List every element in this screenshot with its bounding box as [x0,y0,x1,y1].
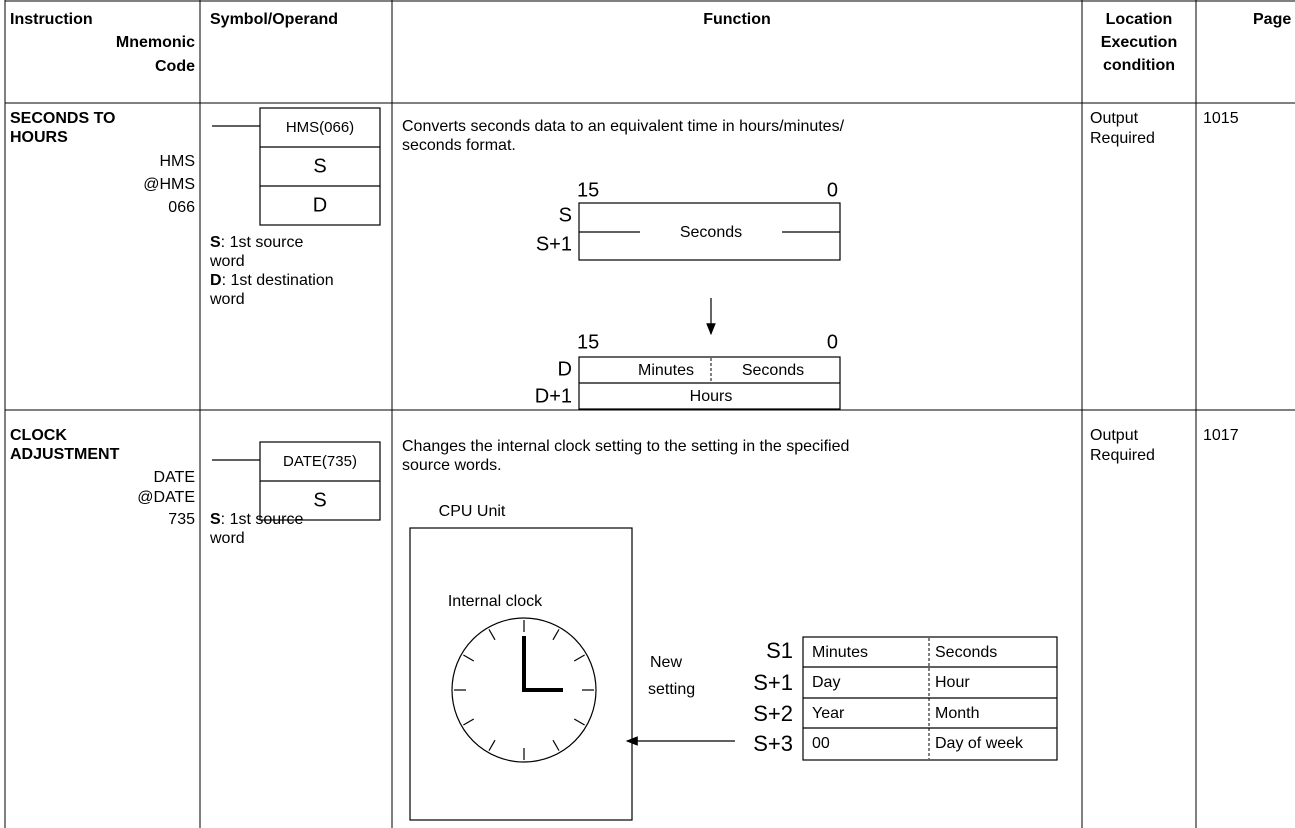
operand: D [313,194,327,216]
mnemonic: @HMS [143,176,195,193]
operand-note: S: 1st source [210,511,303,528]
clock-tick [463,654,475,662]
operand-note: D: 1st destination [210,272,334,289]
instruction-name: CLOCK [10,427,67,444]
symbol-box-label: DATE(735) [283,453,357,470]
instruction-name: HOURS [10,129,68,146]
location: Output [1090,110,1139,127]
function-text: source words. [402,457,502,474]
mnemonic: DATE [154,469,195,486]
table-grid [4,0,1295,828]
header-text: Mnemonic [116,34,195,51]
page-number: 1015 [1203,110,1239,127]
arrow-label: New [650,654,682,671]
header-text: Execution [1101,34,1177,51]
location: Output [1090,427,1139,444]
function-text: Converts seconds data to an equivalent t… [402,118,845,135]
clock-tick [552,629,560,641]
header-text: Symbol/Operand [210,11,338,28]
header-text: Page [1253,11,1291,28]
instruction-name: SECONDS TO [10,110,116,127]
bit-label: 0 [827,179,838,201]
header-text: Function [703,11,771,28]
operand-desc: : 1st source [221,511,304,528]
clock-tick [573,718,585,726]
function-text: Changes the internal clock setting to th… [402,438,849,455]
operand: S [313,155,326,177]
operand-desc: word [209,253,245,270]
clock-tick [573,654,585,662]
bit-label: 15 [577,179,599,201]
header-text: Code [155,58,195,75]
mnemonic: 066 [168,199,195,216]
function-text: seconds format. [402,137,516,154]
operand-term: S [210,511,221,528]
clock-tick [463,718,475,726]
word-label: S+1 [753,670,793,695]
word-label: D [558,358,572,380]
arrow-label: setting [648,681,695,698]
ladder-symbol [212,441,381,521]
operand-term: S [210,234,221,251]
cell-text: Year [812,705,845,722]
header-text: Location [1106,11,1173,28]
header-text: Instruction [10,11,93,28]
location: Required [1090,130,1155,147]
operand-term: D [210,272,222,289]
clock-tick [488,739,496,751]
cell-text: Minutes [812,644,868,661]
cell-text: Month [935,705,979,722]
field-label: Minutes [638,362,694,379]
mnemonic: 735 [168,511,195,528]
cell-text: Seconds [935,644,997,661]
symbol-box-label: HMS(066) [286,119,354,136]
clock-label: Internal clock [448,593,543,610]
header-text: condition [1103,57,1175,74]
instruction-name: ADJUSTMENT [10,446,120,463]
ladder-symbol [212,107,381,226]
cell-text: Day of week [935,735,1024,752]
clock-tick [552,739,560,751]
clock-tick [488,629,496,641]
field-label: Seconds [680,224,742,241]
mnemonic: HMS [159,153,195,170]
cell-text: 00 [812,735,830,752]
location: Required [1090,447,1155,464]
field-label: Hours [690,388,733,405]
operand-note: S: 1st source [210,234,303,251]
word-label: S+3 [753,731,793,756]
operand-desc: word [209,530,245,547]
unit-label: CPU Unit [439,503,506,520]
word-label: S [559,204,572,226]
cell-text: Hour [935,674,970,691]
word-label: D+1 [535,385,572,407]
seconds-diagram [578,202,841,410]
page-number: 1017 [1203,427,1239,444]
bit-label: 15 [577,331,599,353]
clock-diagram [409,527,1058,821]
bit-label: 0 [827,331,838,353]
operand-desc: : 1st destination [222,272,334,289]
operand: S [313,489,326,511]
operand-desc: : 1st source [221,234,304,251]
word-label: S1 [766,638,793,663]
mnemonic: @DATE [137,489,195,506]
word-label: S+1 [536,233,572,255]
field-label: Seconds [742,362,804,379]
cell-text: Day [812,674,840,691]
word-label: S+2 [753,701,793,726]
operand-desc: word [209,291,245,308]
